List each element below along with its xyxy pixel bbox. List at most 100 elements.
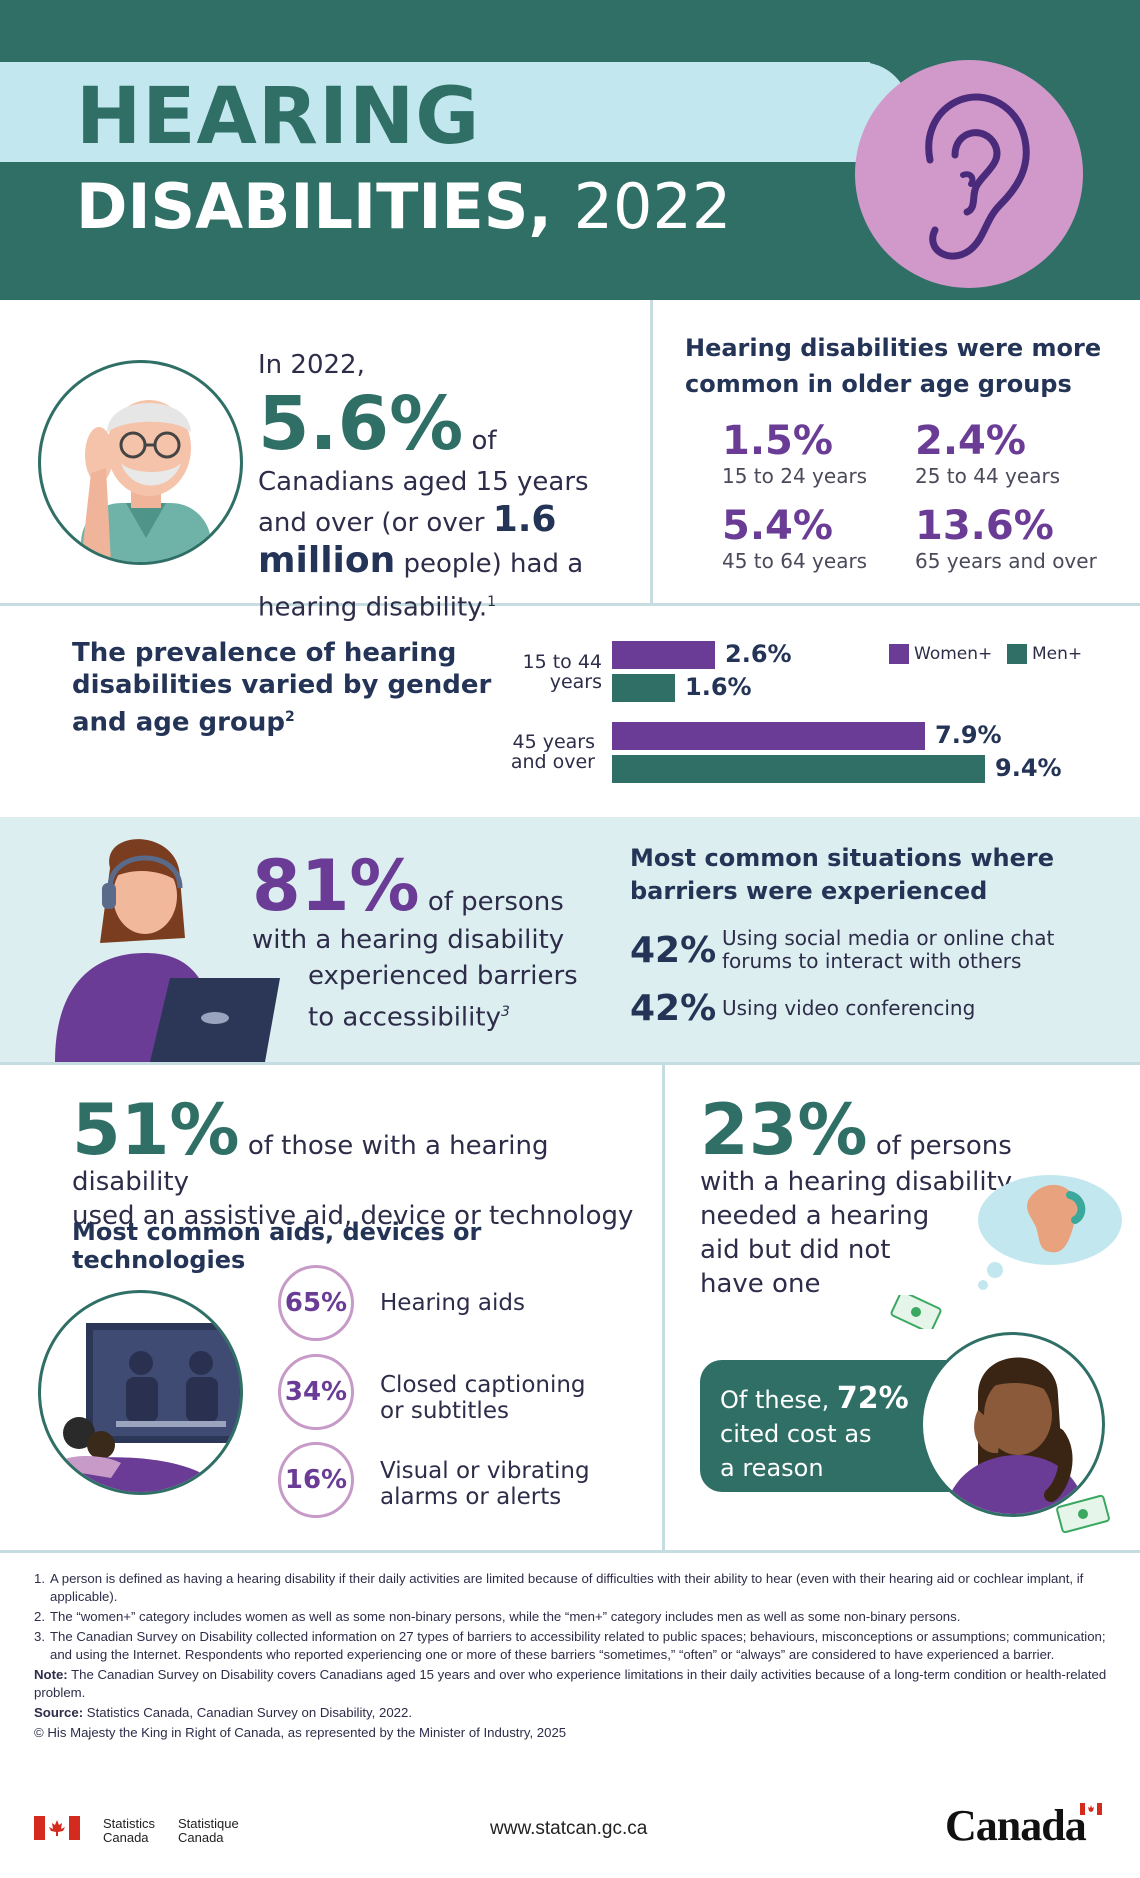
signature-line: Statistics: [103, 1816, 156, 1831]
divider: [0, 1062, 1140, 1065]
bar-women-1: [612, 722, 925, 750]
bar-value-label: 2.6%: [725, 640, 792, 668]
source-text: Statistics Canada, Canadian Survey on Di…: [83, 1705, 412, 1720]
situation-label: Using social media or online chat: [722, 926, 1055, 950]
statcan-french-signature: Statistique Canada: [178, 1817, 239, 1845]
aid-label-line: or subtitles: [380, 1398, 509, 1424]
footnotes: 1. A person is defined as having a hearin…: [34, 1570, 1114, 1742]
bar-value-label: 7.9%: [935, 721, 1002, 749]
overall-stat: 5.6% of Canadians aged 15 years and over…: [258, 385, 638, 627]
age-group-item: 2.4% 25 to 44 years: [915, 418, 1060, 488]
cost-percent: 72%: [836, 1381, 909, 1416]
ear-icon: [855, 60, 1083, 288]
aids-list-title: Most common aids, devices or technologie…: [72, 1218, 482, 1274]
note: Note: The Canadian Survey on Disability …: [34, 1666, 1114, 1702]
footnote-number: 3.: [34, 1629, 45, 1644]
bar-value-label: 1.6%: [685, 673, 752, 701]
age-group-percent: 5.4%: [722, 503, 833, 549]
page-title-line2: DISABILITIES, 2022: [76, 170, 731, 243]
cost-reason-box: Of these, 72% cited cost as a reason: [700, 1360, 970, 1492]
thought-cloud-hearing-aid-icon: [975, 1170, 1125, 1290]
woman-laptop-illustration: [40, 828, 280, 1062]
overall-percent: 5.6%: [258, 381, 464, 467]
age-group-percent: 1.5%: [722, 418, 833, 464]
situation-percent: 42%: [630, 929, 717, 971]
situation-label: Using video conferencing: [722, 996, 976, 1020]
aid-label-line: Visual or vibrating: [380, 1458, 590, 1484]
intro-year: In 2022,: [258, 350, 365, 380]
situation-item: 42% Using video conferencing: [630, 988, 1110, 1029]
footnote: 3. The Canadian Survey on Disability coll…: [34, 1628, 1114, 1664]
canada-wordmark: Canada: [945, 1801, 1087, 1850]
age-group-label: 45 to 64 years: [722, 549, 868, 573]
situation-item: 42% Using social media or online chat for…: [630, 927, 1110, 973]
footnote: 2. The “women+” category includes women a…: [34, 1608, 1114, 1626]
aid-label: Visual or vibrating alarms or alerts: [380, 1458, 590, 1510]
divider: [650, 300, 653, 605]
signature-line: Canada: [178, 1830, 224, 1845]
captioning-tv-illustration: [38, 1290, 243, 1495]
note-text: The Canadian Survey on Disability covers…: [34, 1667, 1107, 1700]
aids-text: used an assistive aid, device or technol…: [72, 1201, 634, 1231]
legend-label-men: Men+: [1032, 644, 1083, 664]
legend-swatch-men: [1007, 644, 1027, 664]
footnote-text: The “women+” category includes women as …: [50, 1609, 961, 1624]
age-group-item: 1.5% 15 to 24 years: [722, 418, 867, 488]
age-group-item: 5.4% 45 to 64 years: [722, 503, 867, 573]
unmet-need-stat: 23% of persons with a hearing disability…: [700, 1095, 1060, 1301]
aid-label-line: Closed captioning: [380, 1372, 586, 1398]
category-line: years: [549, 671, 602, 693]
unmet-text: of persons: [875, 1131, 1012, 1161]
bar-men-1: [612, 755, 985, 783]
category-line: and over: [510, 751, 595, 773]
age-group-item: 13.6% 65 years and over: [915, 503, 1097, 573]
aids-text: of those with a hearing disability: [72, 1131, 549, 1197]
legend-swatch-women: [889, 644, 909, 664]
aid-label-line: Hearing aids: [380, 1290, 525, 1316]
overall-text-2: people) had a hearing disability.: [258, 549, 584, 623]
title-word: DISABILITIES,: [76, 170, 552, 243]
chart-title: The prevalence of hearing disabilities v…: [72, 637, 492, 739]
age-group-percent: 2.4%: [915, 418, 1026, 464]
age-group-label: 15 to 24 years: [722, 464, 868, 488]
website-link[interactable]: www.statcan.gc.ca: [490, 1818, 648, 1839]
divider: [0, 603, 1140, 606]
aids-stat: 51% of those with a hearing disability u…: [72, 1095, 642, 1233]
situation-label: forums to interact with others: [722, 949, 1022, 973]
aid-percent-circle: 16%: [278, 1442, 354, 1518]
money-icon: [1055, 1494, 1111, 1534]
situation-percent: 42%: [630, 988, 717, 1029]
bar-men-0: [612, 674, 675, 702]
unmet-text: have one: [700, 1269, 821, 1299]
barriers-text: of persons: [427, 887, 564, 917]
age-group-label: 65 years and over: [915, 549, 1097, 573]
unmet-text: needed a hearing: [700, 1201, 930, 1231]
unmet-text: with a hearing disability: [700, 1167, 1013, 1197]
barriers-text: experienced barriers: [308, 961, 578, 991]
category-line: 15 to 44: [522, 651, 602, 673]
overall-count: 1.6 million: [258, 499, 557, 581]
category-line: 45 years: [512, 731, 595, 753]
aids-percent: 51%: [72, 1089, 240, 1171]
barriers-stat: 81% of persons with a hearing disability…: [252, 850, 612, 1036]
barriers-percent: 81%: [252, 845, 420, 927]
older-man-illustration: [38, 360, 243, 565]
age-groups-title: Hearing disabilities were more common in…: [685, 334, 1102, 398]
age-group-percent: 13.6%: [915, 503, 1054, 549]
footnote-number: 2.: [34, 1609, 45, 1624]
footnote-text: A person is defined as having a hearing …: [50, 1571, 1084, 1604]
note-label: Note:: [34, 1667, 68, 1682]
unmet-text: aid but did not: [700, 1235, 891, 1265]
overall-text-1: of Canadians aged 15 years and over (or …: [258, 426, 589, 538]
footnote-text: The Canadian Survey on Disability collec…: [50, 1629, 1106, 1662]
bar-value-label: 9.4%: [995, 754, 1062, 782]
title-band: [0, 62, 910, 162]
money-icon: [890, 1290, 942, 1334]
aid-label: Hearing aids: [380, 1290, 525, 1316]
title-year: 2022: [573, 170, 732, 243]
canada-flag-icon: [34, 1816, 80, 1840]
source: Source: Statistics Canada, Canadian Surv…: [34, 1704, 1114, 1722]
statcan-english-signature: Statistics Canada: [103, 1817, 155, 1845]
signature-line: Statistique: [178, 1816, 239, 1831]
cost-text: Of these,: [720, 1386, 830, 1414]
